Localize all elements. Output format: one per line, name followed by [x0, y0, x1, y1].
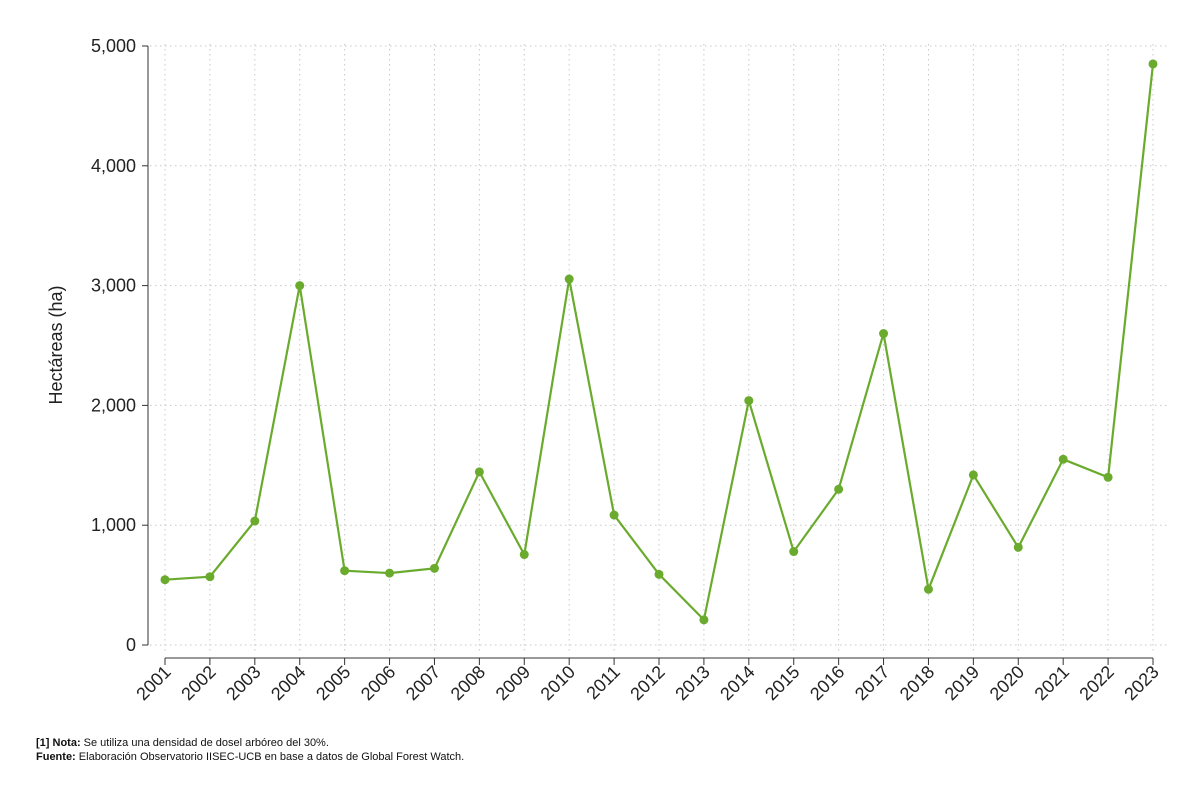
data-point	[250, 516, 260, 526]
footnotes: [1] Nota: Se utiliza una densidad de dos…	[36, 736, 464, 764]
x-tick-label: 2002	[177, 662, 219, 704]
x-tick-label: 2011	[582, 662, 624, 704]
data-point	[385, 568, 395, 578]
x-tick-label: 2015	[761, 662, 803, 704]
nota-line: [1] Nota: Se utiliza una densidad de dos…	[36, 736, 464, 750]
x-tick-label: 2003	[222, 662, 264, 704]
data-point	[699, 615, 709, 625]
fuente-text: Elaboración Observatorio IISEC-UCB en ba…	[75, 751, 465, 763]
y-tick-label: 3,000	[91, 276, 136, 296]
data-point	[160, 575, 170, 585]
data-point	[1058, 454, 1068, 464]
x-tick-label: 2012	[626, 662, 668, 704]
x-tick-label: 2006	[357, 662, 399, 704]
data-point	[609, 510, 619, 520]
data-point	[519, 550, 529, 560]
fuente-line: Fuente: Elaboración Observatorio IISEC-U…	[36, 750, 464, 764]
data-point	[879, 329, 889, 339]
axes	[147, 46, 1153, 659]
data-point	[923, 584, 933, 594]
x-tick-label: 2009	[492, 662, 534, 704]
nota-text: Se utiliza una densidad de dosel arbóreo…	[80, 737, 329, 749]
x-tick-label: 2020	[986, 662, 1028, 704]
data-point	[564, 274, 574, 284]
data-point	[340, 566, 350, 576]
x-tick-label: 2019	[941, 662, 983, 704]
data-point	[1148, 59, 1158, 69]
x-axis-ticks: 2001 2002 2003 2004 2005 2006 2007 2008 2009 2010…	[132, 658, 1163, 704]
x-tick-label: 2017	[851, 662, 893, 704]
grid	[150, 44, 1168, 653]
x-tick-label: 2010	[537, 662, 579, 704]
data-point	[1013, 542, 1023, 552]
data-point	[474, 467, 484, 477]
x-tick-label: 2001	[132, 662, 174, 704]
y-tick-label: 1,000	[91, 515, 136, 535]
nota-label: [1] Nota:	[36, 737, 81, 749]
data-point	[654, 569, 664, 579]
x-tick-label: 2022	[1075, 662, 1117, 704]
y-tick-label: 0	[126, 635, 136, 655]
data-point	[1103, 472, 1113, 482]
series-points	[160, 59, 1158, 625]
x-tick-label: 2018	[896, 662, 938, 704]
data-point	[744, 396, 754, 406]
x-tick-label: 2021	[1031, 662, 1073, 704]
y-tick-label: 5,000	[91, 36, 136, 56]
y-tick-label: 2,000	[91, 395, 136, 415]
x-tick-label: 2016	[806, 662, 848, 704]
data-point	[205, 572, 215, 582]
data-point	[789, 547, 799, 557]
x-tick-label: 2007	[402, 662, 444, 704]
x-tick-label: 2005	[312, 662, 354, 704]
x-tick-label: 2023	[1120, 662, 1162, 704]
data-point	[295, 281, 305, 291]
fuente-label: Fuente:	[36, 751, 76, 763]
x-tick-label: 2004	[267, 662, 309, 704]
data-point	[968, 470, 978, 480]
data-point	[834, 484, 844, 494]
data-point	[429, 563, 439, 573]
x-tick-label: 2014	[716, 662, 758, 704]
x-tick-label: 2008	[447, 662, 489, 704]
y-axis-ticks: 0 1,000 2,000 3,000 4,000 5,000	[91, 36, 148, 655]
series-line	[164, 63, 1155, 623]
x-tick-label: 2013	[671, 662, 713, 704]
y-tick-label: 4,000	[91, 156, 136, 176]
y-axis-label: Hectáreas (ha)	[46, 285, 66, 404]
